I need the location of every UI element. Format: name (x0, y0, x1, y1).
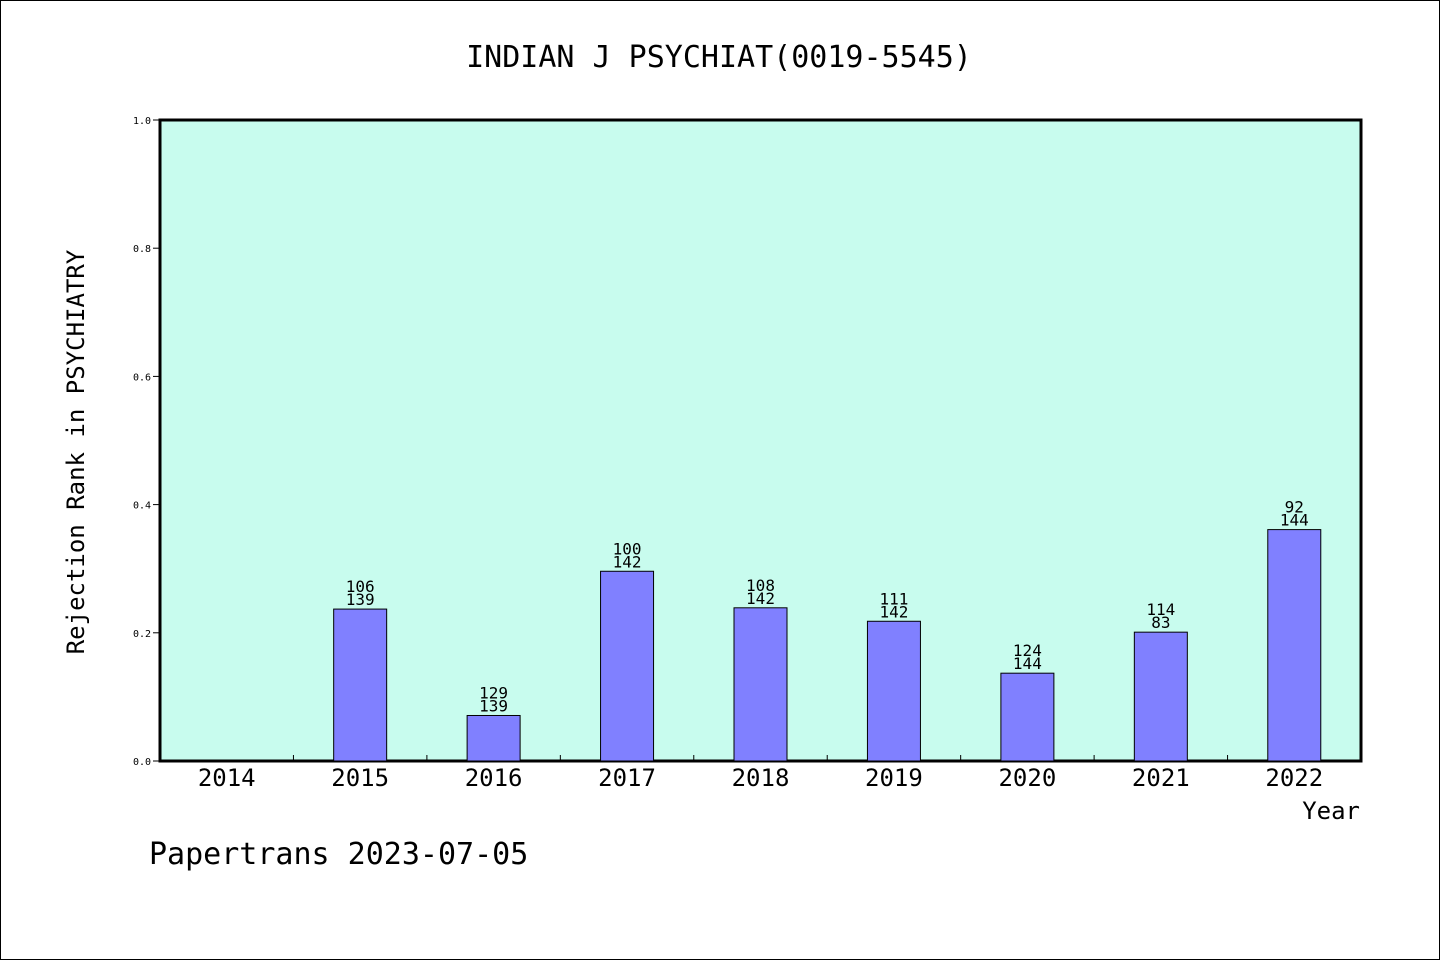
y-tick-label: 0.0 (133, 757, 151, 768)
chart-title: INDIAN J PSYCHIAT(0019-5545) (466, 40, 972, 75)
x-tick-label: 2016 (465, 764, 523, 792)
y-tick-label: 0.4 (133, 501, 151, 512)
bar-label-bottom: 139 (346, 590, 375, 609)
bar-label-bottom: 142 (746, 589, 775, 608)
bar-label-top: 100 (613, 539, 642, 558)
footer-credit: Papertrans 2023-07-05 (149, 837, 528, 872)
data-labels: 1391061391291421001421081421111441248311… (346, 498, 1309, 716)
bar-label-bottom: 144 (1280, 511, 1309, 530)
y-tick-label: 0.8 (133, 244, 151, 255)
bar-label-bottom: 83 (1151, 613, 1170, 632)
x-axis-label: Year (1302, 797, 1360, 825)
x-tick-label: 2021 (1132, 764, 1190, 792)
bar (733, 607, 788, 762)
x-tick-label: 2017 (598, 764, 656, 792)
x-axis: 2014 2015 2016 2017 2018 2019 2020 2021 2022 (198, 755, 1323, 792)
x-tick-label: 2020 (998, 764, 1056, 792)
bar-label-bottom: 139 (479, 696, 508, 715)
x-tick-label: 2015 (331, 764, 389, 792)
bar (1267, 529, 1322, 762)
y-tick-label: 0.6 (133, 372, 151, 383)
bar-label-bottom: 142 (613, 552, 642, 571)
bar-label-bottom: 142 (879, 602, 908, 621)
x-tick-label: 2018 (732, 764, 790, 792)
x-tick-label: 2019 (865, 764, 923, 792)
bar-label-top: 129 (479, 683, 508, 702)
bar (466, 714, 521, 762)
bar (1133, 631, 1188, 762)
y-axis: 0.0 0.2 0.4 0.6 0.8 1.0 (133, 116, 160, 768)
y-tick-label: 0.2 (133, 629, 151, 640)
x-tick-label: 2022 (1265, 764, 1323, 792)
bar (1000, 672, 1055, 762)
bar (866, 620, 921, 762)
bar (333, 608, 388, 762)
bar (600, 570, 655, 762)
y-tick-label: 1.0 (133, 116, 151, 127)
bar-label-top: 124 (1013, 641, 1042, 660)
bar-label-top: 108 (746, 576, 775, 595)
bar-label-top: 111 (879, 589, 908, 608)
bars (333, 529, 1322, 762)
bar-label-top: 106 (346, 577, 375, 596)
bar-label-bottom: 144 (1013, 654, 1042, 673)
y-axis-label: Rejection Rank in PSYCHIATRY (62, 249, 90, 654)
x-tick-label: 2014 (198, 764, 256, 792)
bar-label-top: 92 (1285, 498, 1304, 517)
bar-label-top: 114 (1146, 600, 1175, 619)
